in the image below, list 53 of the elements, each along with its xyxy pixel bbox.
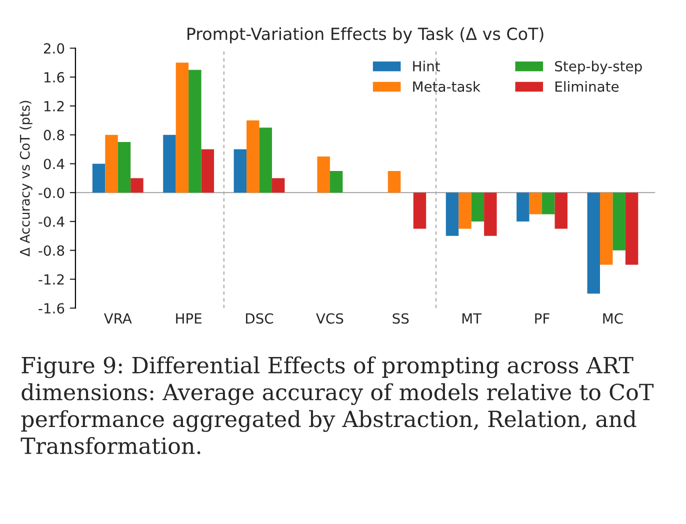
bar [388, 170, 401, 193]
bar [92, 164, 106, 193]
y-tick-label: 1.6 [44, 72, 64, 83]
bar [612, 192, 626, 250]
x-tick-label: MT [462, 313, 482, 324]
bar [484, 192, 497, 236]
y-tick-label: 1.2 [44, 100, 64, 112]
y-axis-title: Δ Accuracy vs CoT (pts) [20, 100, 32, 256]
x-tick-label: HPE [176, 313, 202, 324]
bar [201, 149, 214, 193]
x-tick-label: DSC [246, 313, 274, 324]
x-tick-label: VCS [316, 313, 344, 324]
x-tick-label: MC [603, 313, 623, 324]
bar [259, 128, 272, 193]
bar [458, 192, 472, 229]
bar [587, 192, 600, 294]
legend-label: Eliminate [556, 81, 619, 92]
bar [413, 192, 426, 229]
y-tick-label: 0.4 [44, 158, 64, 170]
y-tick-label: 0.8 [44, 130, 64, 140]
bar [446, 192, 459, 236]
y-tick-label: -0.4 [38, 216, 64, 227]
bar [118, 142, 131, 193]
bar [600, 192, 613, 265]
y-tick-label: -1.6 [38, 303, 64, 314]
bar [105, 134, 118, 193]
legend-label: Meta-task [413, 81, 480, 92]
bar [542, 192, 555, 214]
bar [529, 192, 542, 214]
legend-label: Step-by-step [555, 60, 642, 74]
bar [130, 178, 144, 193]
bar [625, 192, 638, 265]
bar [176, 62, 189, 193]
bar [272, 178, 285, 193]
y-tick-label: -1.2 [38, 274, 64, 285]
bar [471, 192, 484, 222]
bar [516, 192, 530, 222]
bar [188, 70, 202, 193]
bar [234, 149, 247, 193]
caption: Figure 9: Differential Effects of prompting across ART dimensions: Average accuracy of models relative to CoT performance aggregated by Abstraction, Relation, and Transformation. [20, 356, 654, 454]
chart-title: Prompt-Variation Effects by Task (Δ vs CoT) [188, 27, 544, 44]
x-tick-label: SS [392, 313, 409, 324]
y-tick-label: -0.0 [38, 188, 64, 198]
x-tick-label: VRA [104, 313, 132, 324]
bar [246, 120, 260, 193]
bar [330, 170, 343, 193]
bar [554, 192, 568, 229]
legend-label: Hint [413, 60, 440, 72]
x-tick-label: PF [535, 313, 550, 324]
y-tick-label: -0.8 [38, 245, 64, 256]
bar [317, 156, 330, 193]
y-tick-label: 2.0 [44, 43, 64, 54]
bar [163, 134, 176, 193]
